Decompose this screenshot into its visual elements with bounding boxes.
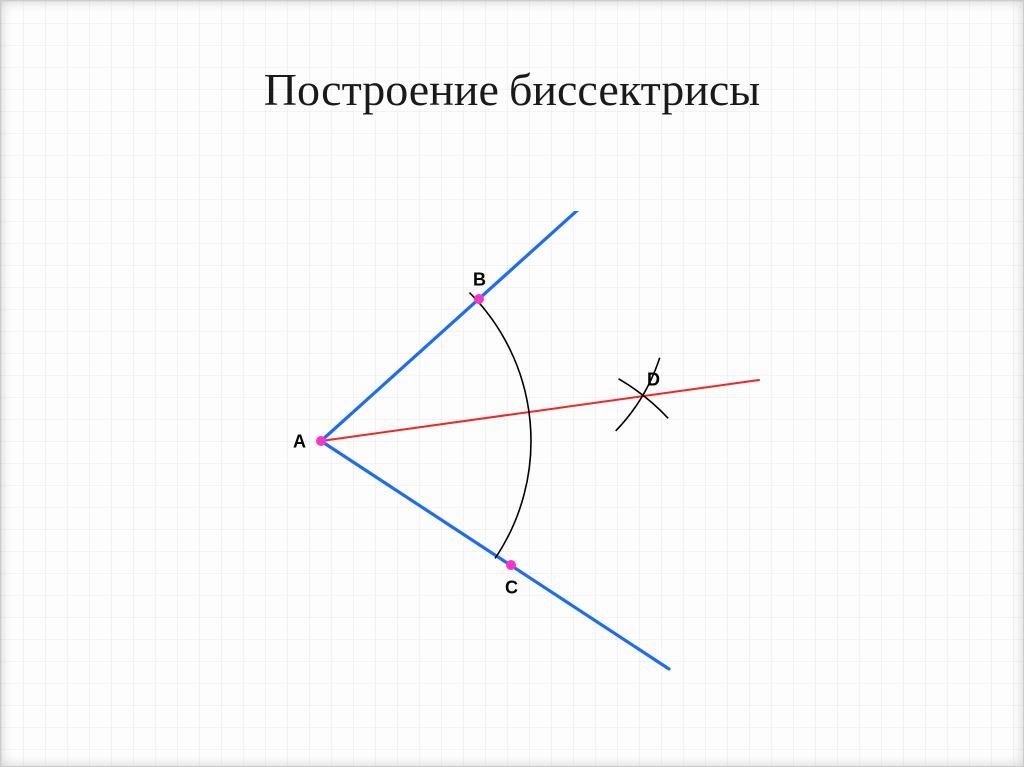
label-b: B bbox=[473, 269, 486, 289]
bisector-line bbox=[321, 380, 759, 441]
diagram-svg: A B C D bbox=[261, 211, 781, 671]
angle-ray-2 bbox=[321, 441, 669, 669]
label-c: C bbox=[505, 577, 518, 597]
point-b bbox=[474, 294, 484, 304]
angle-ray-1 bbox=[321, 211, 621, 441]
point-a bbox=[316, 436, 326, 446]
slide: Построение биссектрисы A B C D bbox=[0, 0, 1024, 767]
bisector-diagram: A B C D bbox=[261, 211, 781, 676]
point-c bbox=[506, 560, 516, 570]
main-arc bbox=[469, 293, 531, 559]
label-a: A bbox=[293, 431, 306, 451]
label-d: D bbox=[647, 369, 660, 389]
slide-title: Построение биссектрисы bbox=[1, 63, 1023, 117]
